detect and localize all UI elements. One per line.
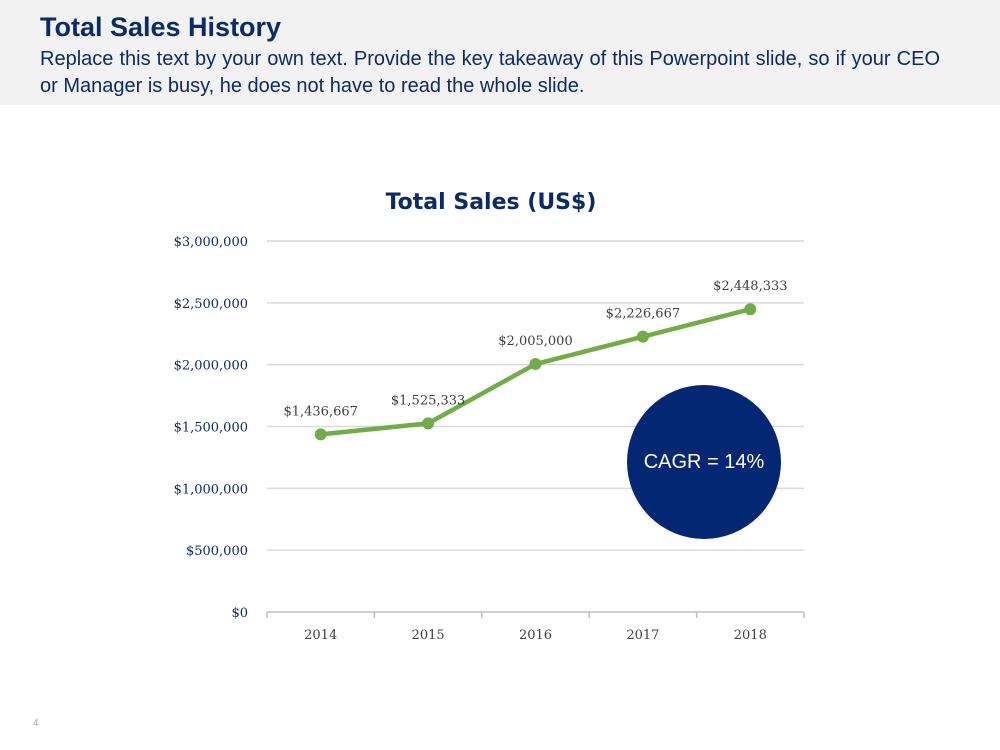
slide-header: Total Sales History Replace this text by…	[0, 0, 1000, 105]
data-point	[636, 330, 649, 343]
slide-subtitle: Replace this text by your own text. Prov…	[40, 48, 940, 97]
chart-title: Total Sales (US$)	[386, 190, 597, 215]
cagr-text: CAGR = 14%	[643, 450, 765, 473]
series-sales	[314, 303, 757, 441]
data-label: $2,226,667	[606, 307, 680, 322]
x-tick-label: 2018	[734, 628, 767, 643]
x-tick-label: 2015	[412, 628, 445, 643]
x-tick-label: 2017	[626, 628, 659, 643]
data-label: $1,525,333	[391, 393, 465, 408]
data-labels: $1,436,667 $1,525,333 $2,005,000 $2,226,667…	[283, 279, 787, 419]
y-axis-tick-labels: $0 $500,000 $1,000,000 $1,500,000 $2,000,000…	[174, 235, 248, 621]
y-tick-label: $500,000	[186, 544, 248, 559]
y-tick-label: $1,500,000	[174, 421, 248, 436]
y-tick-label: $3,000,000	[174, 235, 248, 250]
x-axis	[266, 611, 805, 618]
x-axis-tick-labels: 2014 2015 2016 2017 2018	[304, 628, 767, 643]
x-tick-label: 2014	[304, 628, 337, 643]
y-tick-label: $0	[231, 606, 248, 621]
slide-title: Total Sales History	[40, 12, 282, 42]
y-tick-label: $2,000,000	[174, 359, 248, 374]
data-label: $1,436,667	[283, 404, 357, 419]
data-point	[314, 428, 327, 441]
y-tick-label: $1,000,000	[174, 482, 248, 497]
data-point	[529, 358, 542, 371]
y-tick-label: $2,500,000	[174, 297, 248, 312]
page-number: 4	[33, 718, 39, 729]
data-point	[422, 417, 435, 430]
data-label: $2,448,333	[713, 279, 787, 294]
data-label: $2,005,000	[498, 334, 572, 349]
data-point	[744, 303, 757, 316]
x-tick-label: 2016	[519, 628, 552, 643]
cagr-callout: CAGR = 14%	[627, 385, 781, 539]
